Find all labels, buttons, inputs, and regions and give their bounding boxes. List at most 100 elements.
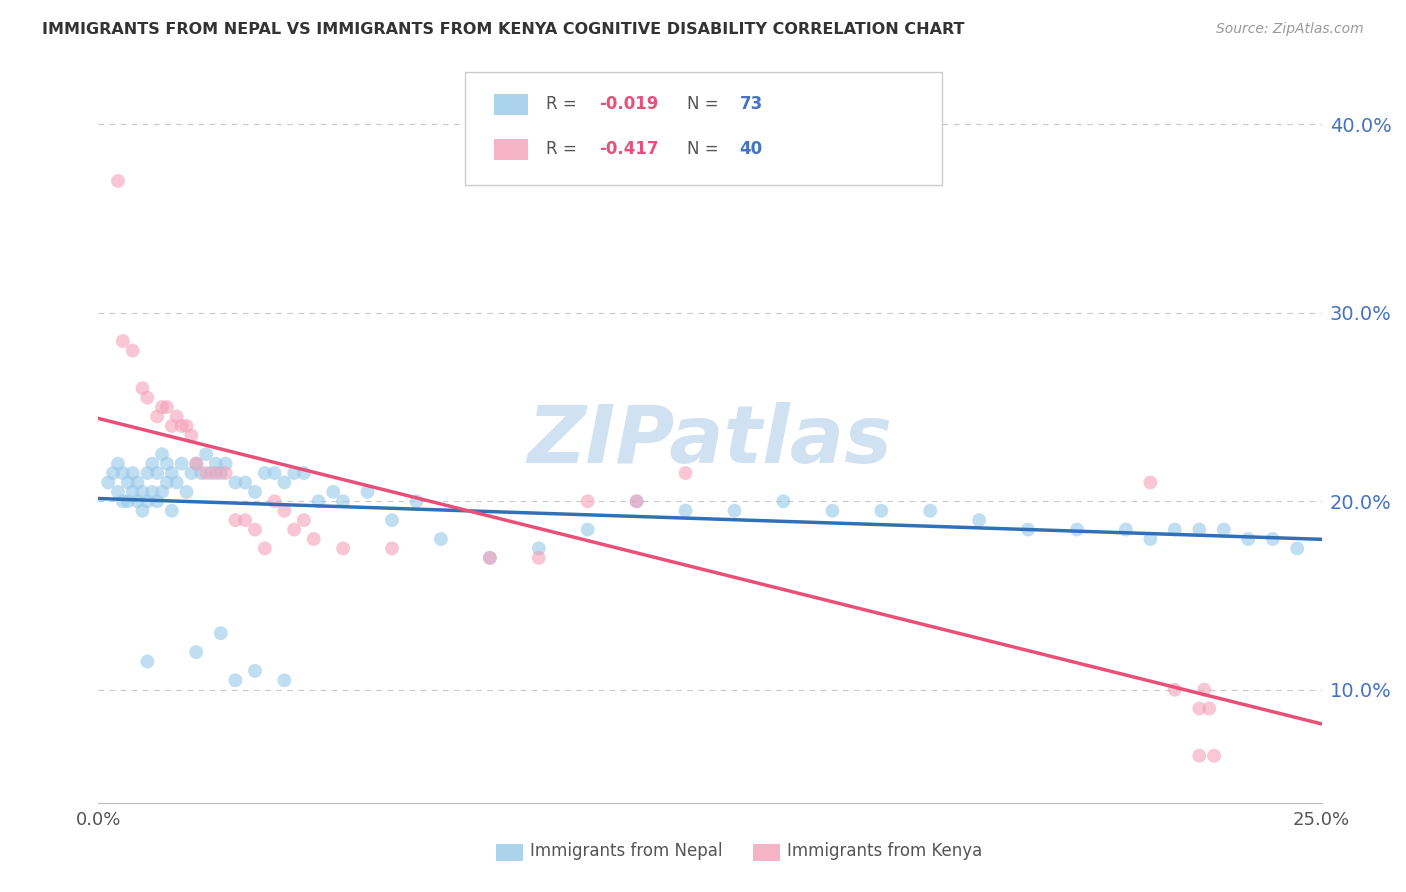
Point [150,447,173,461]
Point [1188,523,1211,537]
Text: R =: R = [546,140,582,158]
Point [675,466,697,480]
Point [527,541,550,556]
Point [121,484,143,499]
Point [292,513,315,527]
Point [205,466,228,480]
Point [1198,701,1220,715]
Point [180,466,202,480]
Point [131,484,153,499]
Point [356,484,378,499]
Point [176,419,198,434]
Point [141,457,163,471]
Point [166,409,188,424]
Point [1261,532,1284,546]
Point [292,466,315,480]
Point [160,504,183,518]
Point [170,457,193,471]
FancyBboxPatch shape [494,94,527,115]
Point [1139,532,1161,546]
Point [723,504,745,518]
Point [97,475,120,490]
Text: R =: R = [546,95,582,113]
Point [166,475,188,490]
Text: Source: ZipAtlas.com: Source: ZipAtlas.com [1216,22,1364,37]
Text: ZIPatlas: ZIPatlas [527,402,893,480]
Point [253,541,276,556]
Point [136,391,159,405]
Point [180,428,202,442]
Text: IMMIGRANTS FROM NEPAL VS IMMIGRANTS FROM KENYA COGNITIVE DISABILITY CORRELATION : IMMIGRANTS FROM NEPAL VS IMMIGRANTS FROM… [42,22,965,37]
Point [214,457,236,471]
Text: -0.019: -0.019 [599,95,658,113]
Point [233,475,256,490]
Text: -0.417: -0.417 [599,140,658,158]
Point [263,466,285,480]
Point [527,550,550,565]
Point [224,673,246,688]
Point [170,419,193,434]
Point [821,504,844,518]
Point [146,494,169,508]
Point [1237,532,1260,546]
Point [156,400,179,414]
Point [478,550,501,565]
Point [1115,523,1137,537]
Point [1188,701,1211,715]
Point [273,504,295,518]
FancyBboxPatch shape [465,71,942,185]
Point [1202,748,1225,763]
Point [302,532,325,546]
Point [146,466,169,480]
Point [205,457,228,471]
Point [576,523,599,537]
Point [283,466,305,480]
Point [186,457,208,471]
Text: 40: 40 [740,140,762,158]
Point [1164,682,1187,697]
Text: Immigrants from Kenya: Immigrants from Kenya [787,842,983,860]
Point [283,523,305,537]
Point [626,494,648,508]
Point [209,626,232,640]
Point [107,174,129,188]
Point [107,484,129,499]
Point [772,494,794,508]
Text: N =: N = [686,140,724,158]
Point [967,513,990,527]
Point [626,494,648,508]
Point [195,447,218,461]
Point [176,484,198,499]
Point [146,409,169,424]
Point [131,504,153,518]
Point [332,494,354,508]
Point [160,466,183,480]
Point [111,466,134,480]
Point [243,664,266,678]
Point [117,475,139,490]
Point [1286,541,1309,556]
Point [214,466,236,480]
Point [233,513,256,527]
Point [131,381,153,395]
Point [121,466,143,480]
Point [430,532,453,546]
Point [224,475,246,490]
Point [136,655,159,669]
Point [136,466,159,480]
Point [243,484,266,499]
Point [101,466,124,480]
Point [576,494,599,508]
Point [1017,523,1039,537]
Point [243,523,266,537]
Point [1139,475,1161,490]
Text: N =: N = [686,95,724,113]
Point [405,494,427,508]
Text: 73: 73 [740,95,762,113]
Text: Immigrants from Nepal: Immigrants from Nepal [530,842,723,860]
FancyBboxPatch shape [496,844,523,861]
Point [381,513,404,527]
Point [127,475,149,490]
Point [253,466,276,480]
Point [121,343,143,358]
